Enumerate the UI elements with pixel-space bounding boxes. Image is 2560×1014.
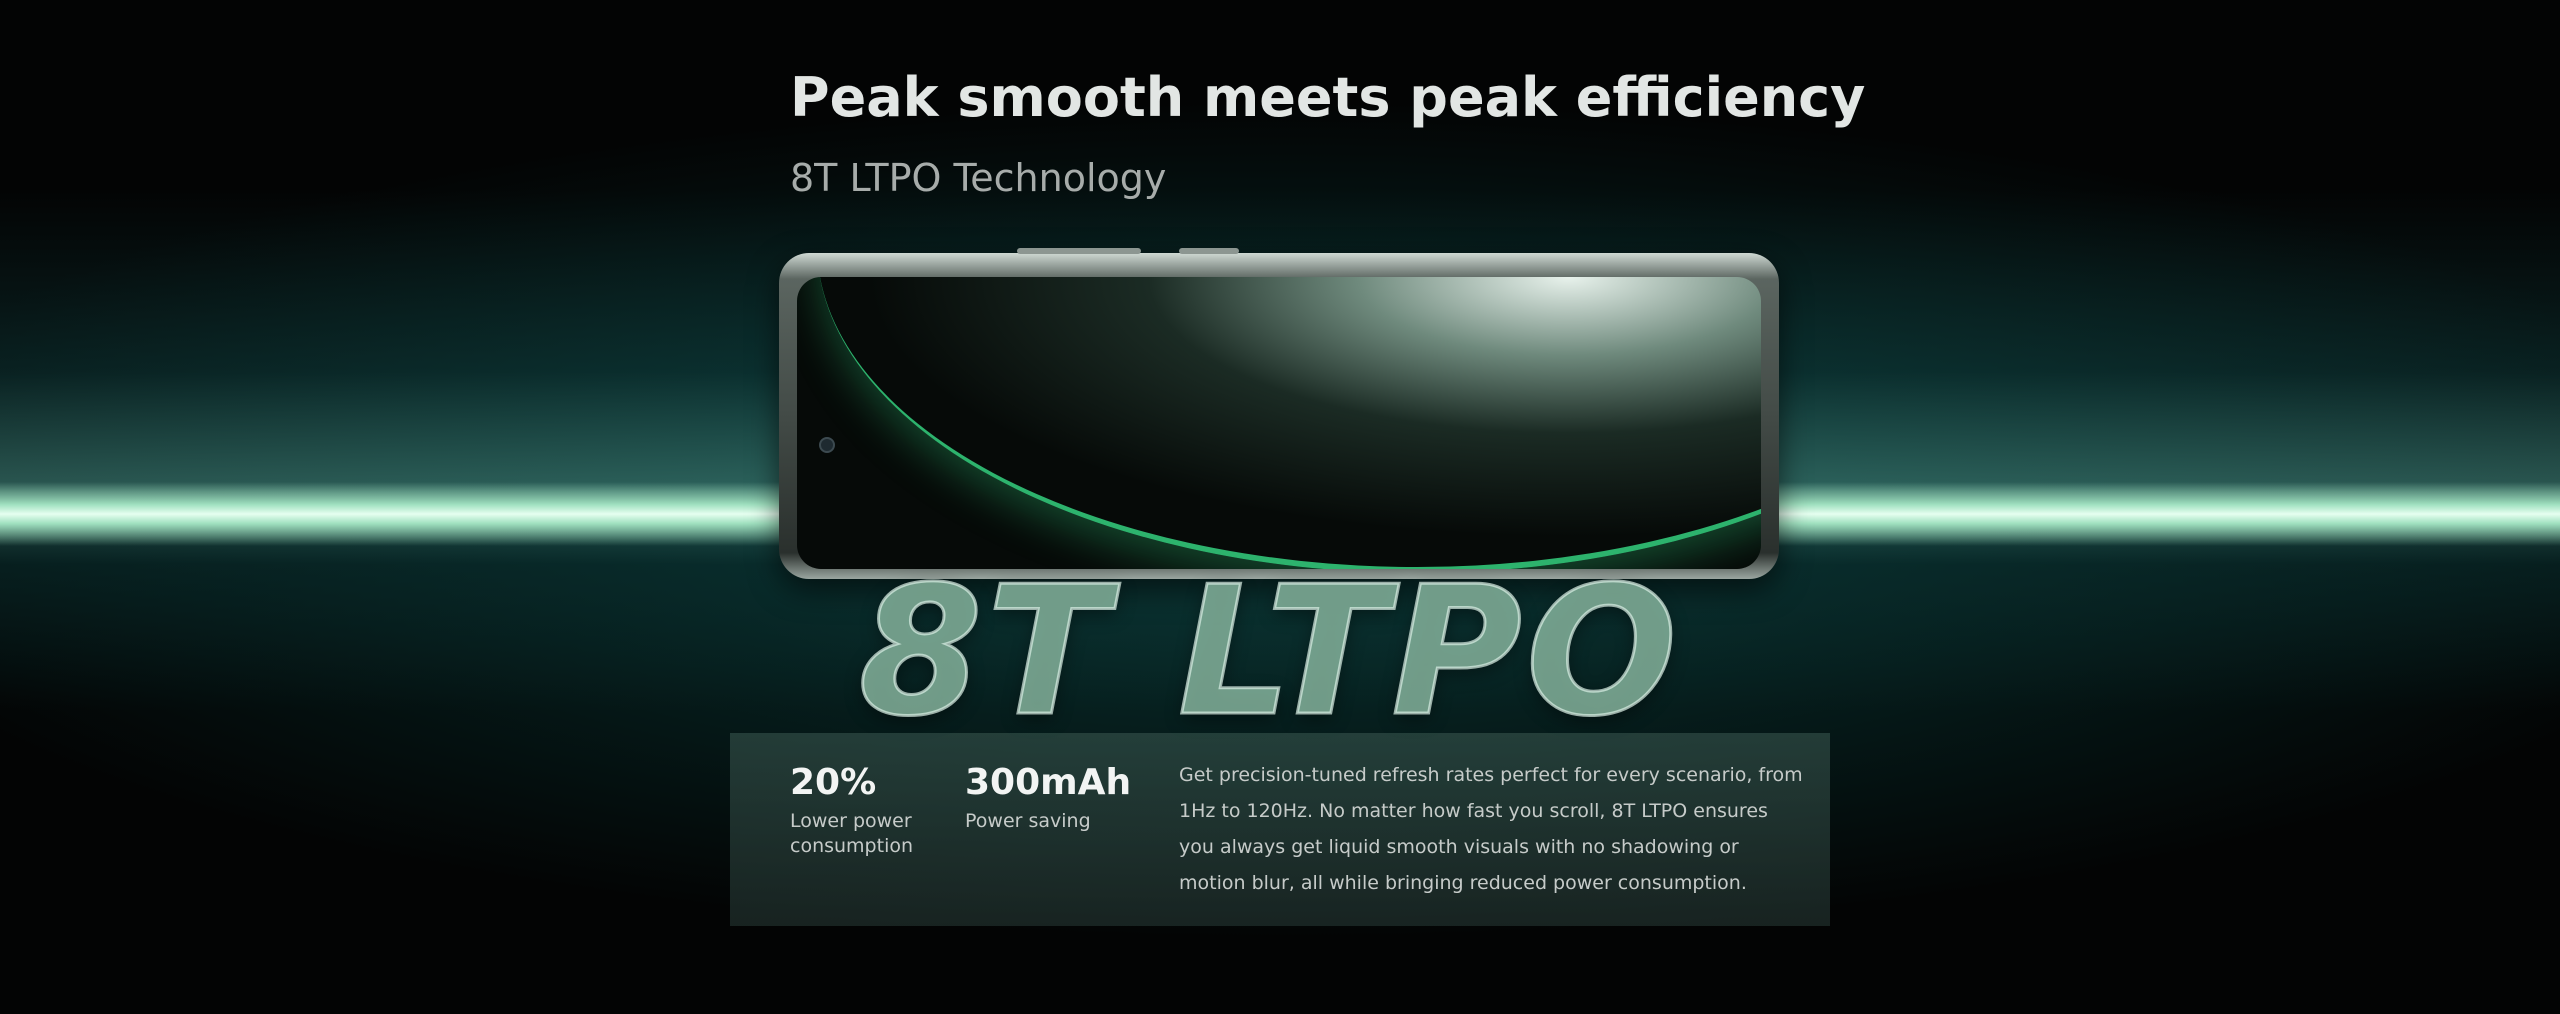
graphic-text: 8T LTPO [857, 547, 1682, 757]
info-panel: 20% Lower power consumption 300mAh Power… [730, 733, 1830, 926]
camera [819, 437, 835, 453]
phone-image [779, 248, 1779, 579]
phone-button [1179, 248, 1239, 254]
description: Get precision-tuned refresh rates perfec… [1179, 764, 1803, 894]
phone-button [1017, 248, 1141, 254]
stat-label: Lower power consumption [790, 810, 914, 857]
subtitle: 8T LTPO Technology [790, 156, 1167, 200]
stat-label: Power saving [965, 810, 1091, 832]
stat-value: 20% [790, 762, 877, 803]
stat-value: 300mAh [965, 762, 1132, 803]
stat: 300mAh Power saving [965, 762, 1131, 834]
phone-screen [797, 277, 1761, 569]
screen-arc [817, 277, 1761, 569]
stat: 20% Lower power consumption [790, 762, 920, 859]
title: Peak smooth meets peak efficiency [790, 66, 1866, 129]
